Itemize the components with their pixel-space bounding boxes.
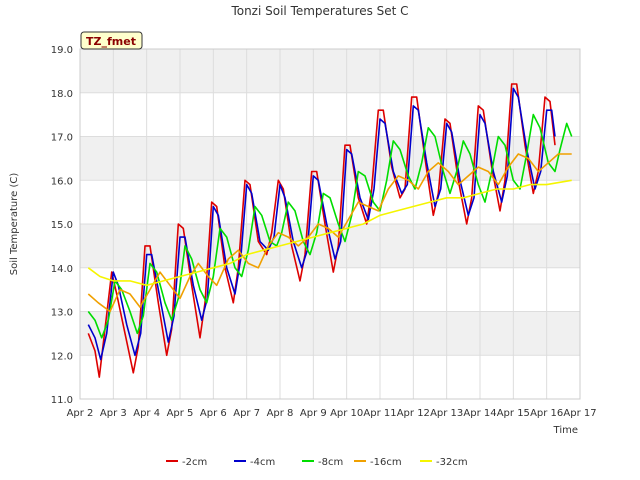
plot-background — [80, 49, 580, 399]
y-tick-label: 12.0 — [51, 351, 73, 362]
series-line-16cmcm-line — [87, 153, 572, 313]
x-tick-label: Apr 6 — [200, 408, 227, 419]
x-tick-label: Apr 3 — [100, 408, 127, 419]
series-line-32cmcm-line — [87, 179, 572, 287]
legend: -2cm -4cm -8cm -16cm -32cm — [166, 457, 468, 468]
y-tick-label: 13.0 — [51, 308, 73, 319]
y-tick-label: 17.0 — [51, 133, 73, 144]
x-tick-label: Apr 14 — [463, 408, 496, 419]
x-tick-label: Apr 17 — [563, 408, 596, 419]
y-tick-label: 11.0 — [51, 395, 73, 406]
y-tick-label: 15.0 — [51, 220, 73, 231]
x-tick-label: Apr 10 — [330, 408, 363, 419]
series-lines — [87, 83, 573, 378]
series-line-8cmcm-line — [87, 113, 573, 339]
y-axis-title: Soil Temperature (C) — [9, 173, 20, 276]
background-band — [80, 355, 580, 399]
legend-label: -2cm — [182, 457, 207, 468]
legend-label: -16cm — [370, 457, 402, 468]
legend-label: -32cm — [436, 457, 468, 468]
legend-label: -4cm — [250, 457, 275, 468]
plot-frame — [79, 48, 581, 400]
y-tick-label: 19.0 — [51, 45, 73, 56]
background-band — [80, 180, 580, 224]
y-tick-label: 18.0 — [51, 89, 73, 100]
y-tick-labels: 11.0 12.0 13.0 14.0 15.0 16.0 17.0 18.0 19.0 — [51, 45, 73, 406]
y-tick-label: 16.0 — [51, 176, 73, 187]
station-badge-label: TZ_fmet — [86, 35, 136, 48]
background-band — [80, 267, 580, 312]
x-tick-label: Apr 8 — [267, 408, 294, 419]
x-tick-label: Apr 11 — [363, 408, 396, 419]
x-tick-label: Apr 13 — [430, 408, 463, 419]
x-tick-label: Apr 9 — [300, 408, 327, 419]
background-band — [80, 92, 580, 137]
x-tick-labels: Apr 2 Apr 3 Apr 4 Apr 5 Apr 6 Apr 7 Apr 8 Apr 9… — [67, 408, 597, 419]
x-tick-label: Apr 5 — [167, 408, 194, 419]
x-tick-label: Apr 16 — [530, 408, 563, 419]
x-tick-label: Apr 7 — [233, 408, 260, 419]
x-tick-label: Apr 2 — [67, 408, 94, 419]
x-axis-title: Time — [553, 425, 578, 436]
chart-title: Tonzi Soil Temperatures Set C — [230, 4, 408, 18]
background-band — [80, 224, 580, 268]
x-tick-label: Apr 12 — [397, 408, 430, 419]
background-band — [80, 49, 580, 93]
x-tick-label: Apr 4 — [133, 408, 160, 419]
background-band — [80, 311, 580, 356]
x-tick-label: Apr 15 — [497, 408, 530, 419]
legend-label: -8cm — [318, 457, 343, 468]
y-tick-label: 14.0 — [51, 264, 73, 275]
station-badge: TZ_fmet — [80, 31, 143, 50]
